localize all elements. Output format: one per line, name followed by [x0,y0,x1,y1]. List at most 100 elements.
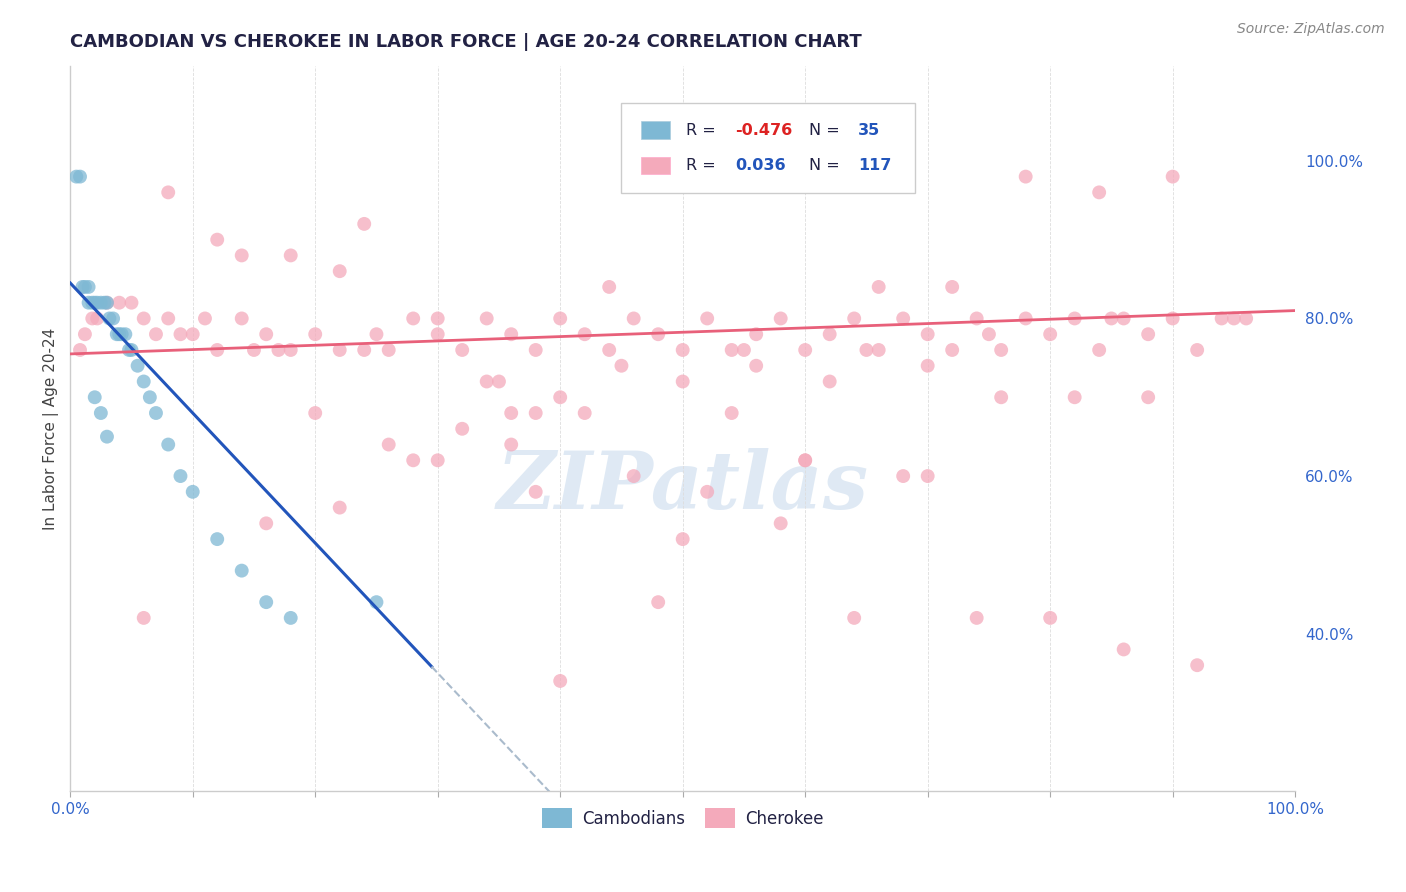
Point [83,390,105,404]
Point [329,343,352,357]
Point [82,295,104,310]
Point [157,311,180,326]
Point [111,327,134,342]
Point [105,327,128,342]
Point [118,343,141,357]
Text: 0.036: 0.036 [735,158,786,173]
Point [280,248,302,262]
Point [941,280,963,294]
Point [77,280,100,294]
Point [647,327,669,342]
Point [1039,327,1062,342]
Point [329,264,352,278]
Point [1099,311,1122,326]
Point [745,327,768,342]
Point [77,295,100,310]
Point [794,453,817,467]
Point [243,343,266,357]
Point [65,169,87,184]
Point [966,611,988,625]
Point [366,327,388,342]
Point [1161,311,1184,326]
Point [127,359,149,373]
Point [101,311,124,326]
Point [157,186,180,200]
Point [114,327,136,342]
Text: 35: 35 [858,122,880,137]
Point [304,327,326,342]
Point [1063,390,1085,404]
Point [145,327,167,342]
Point [1185,658,1208,673]
Point [696,484,718,499]
Point [402,311,425,326]
Point [1234,311,1257,326]
Point [194,311,217,326]
Point [1185,343,1208,357]
FancyBboxPatch shape [641,121,671,139]
Point [86,295,108,310]
Point [108,295,131,310]
Point [720,343,742,357]
Point [891,311,914,326]
Text: R =: R = [686,122,721,137]
Point [1014,169,1036,184]
Point [917,327,939,342]
Point [96,295,118,310]
Point [72,280,94,294]
Point [672,375,695,389]
Point [280,343,302,357]
Point [598,343,620,357]
Point [990,343,1012,357]
Point [769,516,792,531]
Point [720,406,742,420]
Text: -0.476: -0.476 [735,122,793,137]
Point [90,406,112,420]
Point [121,295,143,310]
Point [733,343,755,357]
Point [231,564,253,578]
Point [475,311,498,326]
Point [891,469,914,483]
Text: N =: N = [808,122,845,137]
Point [132,311,155,326]
FancyBboxPatch shape [641,157,671,174]
Legend: Cambodians, Cherokee: Cambodians, Cherokee [536,802,830,835]
Point [329,500,352,515]
Point [169,327,191,342]
Point [977,327,1000,342]
Text: Source: ZipAtlas.com: Source: ZipAtlas.com [1237,22,1385,37]
Point [267,343,290,357]
Point [647,595,669,609]
Point [139,390,162,404]
Point [205,343,228,357]
Text: N =: N = [808,158,845,173]
Point [426,453,449,467]
Point [548,673,571,688]
Point [672,343,695,357]
Point [524,484,547,499]
Point [696,311,718,326]
Point [402,453,425,467]
Point [524,406,547,420]
Point [524,343,547,357]
Point [610,359,633,373]
Point [145,406,167,420]
Point [990,390,1012,404]
Point [917,469,939,483]
Point [475,375,498,389]
Point [69,169,91,184]
Point [1137,327,1160,342]
Point [1112,642,1135,657]
Point [1161,169,1184,184]
Text: R =: R = [686,158,721,173]
Point [1112,311,1135,326]
Point [672,532,695,546]
Point [98,311,121,326]
Point [366,595,388,609]
Point [844,611,866,625]
Point [941,343,963,357]
Point [426,327,449,342]
Point [501,406,523,420]
Point [169,469,191,483]
